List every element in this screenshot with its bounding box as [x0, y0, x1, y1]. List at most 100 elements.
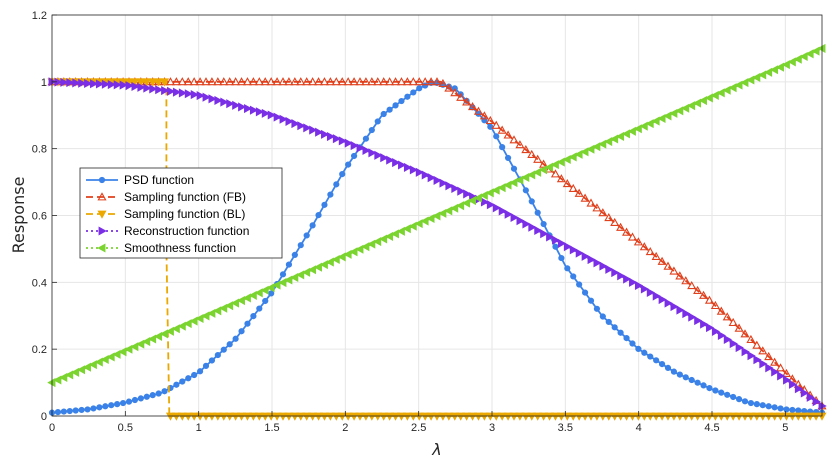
series-point: [788, 379, 798, 389]
series-point: [278, 278, 287, 288]
series-point: [325, 257, 334, 267]
series-point: [497, 183, 506, 193]
series-point: [552, 235, 561, 245]
series-point: [136, 339, 145, 349]
series-point: [812, 397, 821, 407]
legend-swatch-marker: [98, 226, 107, 236]
series-point: [96, 404, 103, 411]
series-point: [599, 261, 608, 271]
x-axis-label: λ: [431, 440, 441, 459]
legend-label: Smoothness function: [124, 241, 236, 255]
series-point: [214, 351, 221, 359]
series-point: [420, 216, 429, 226]
series-point: [581, 251, 590, 261]
series-point: [202, 362, 210, 369]
series-point: [753, 355, 762, 365]
series-point: [753, 401, 760, 408]
x-tick-label: 1.5: [264, 422, 279, 434]
legend-swatch-marker: [97, 210, 107, 219]
series-point: [183, 319, 192, 329]
series-point: [445, 181, 454, 191]
series-point: [368, 126, 375, 134]
series-point: [325, 77, 335, 86]
series-point: [765, 403, 772, 410]
series-point: [284, 77, 294, 86]
series-point: [189, 316, 198, 326]
series-point: [783, 406, 790, 413]
series-point: [775, 62, 784, 72]
series-point: [611, 268, 620, 278]
series-point: [345, 161, 352, 168]
series-point: [343, 249, 352, 259]
series-point: [682, 309, 691, 319]
series-point: [195, 77, 205, 86]
series-point: [616, 222, 626, 231]
series-point: [220, 346, 227, 353]
series-point: [564, 265, 571, 272]
series-point: [101, 79, 111, 89]
series-point: [664, 298, 673, 308]
series-point: [717, 330, 727, 341]
series-point: [161, 388, 168, 395]
series-point: [113, 80, 122, 90]
series-point: [497, 125, 507, 134]
series-point: [137, 395, 144, 402]
series-point: [522, 219, 531, 229]
series-point: [279, 271, 287, 278]
series-point: [255, 107, 265, 117]
series-point: [694, 379, 701, 386]
legend-item: PSD function: [86, 173, 194, 187]
series-point: [349, 77, 359, 86]
series-point: [615, 131, 625, 141]
series-point: [350, 141, 359, 151]
series-point: [291, 251, 298, 258]
series-point: [521, 172, 530, 182]
series-point: [392, 158, 401, 168]
series-point: [301, 267, 311, 277]
series-point: [805, 49, 814, 59]
series-point: [361, 77, 371, 86]
series-point: [191, 371, 198, 379]
series-point: [509, 135, 519, 144]
series-point: [663, 261, 673, 270]
series-point: [396, 77, 406, 86]
series-point: [214, 95, 223, 105]
series-point: [794, 384, 804, 394]
series-point: [248, 77, 258, 86]
series-point: [125, 81, 134, 91]
series-point: [296, 77, 306, 86]
series-point: [185, 375, 192, 382]
series-point: [143, 83, 152, 93]
series-point: [746, 334, 756, 344]
series-point: [84, 406, 91, 413]
series-point: [492, 203, 501, 213]
series-point: [326, 131, 336, 142]
series-point: [362, 145, 371, 155]
series-point: [319, 77, 329, 86]
series-point: [610, 217, 620, 226]
series-point: [374, 118, 381, 125]
series-point: [290, 77, 300, 86]
series-point: [100, 354, 109, 365]
series-point: [331, 77, 341, 86]
series-point: [510, 212, 519, 223]
series-point: [463, 189, 472, 199]
series-point: [374, 150, 383, 160]
series-point: [461, 198, 471, 208]
series-point: [201, 77, 211, 86]
series-point: [528, 198, 535, 205]
series-point: [479, 111, 489, 120]
series-point: [557, 238, 567, 248]
series-point: [208, 94, 217, 104]
series-point: [331, 254, 340, 265]
series-point: [149, 84, 158, 94]
series-point: [633, 237, 643, 246]
series-point: [60, 77, 69, 87]
series-point: [177, 77, 187, 86]
series-point: [669, 108, 678, 118]
series-point: [777, 371, 786, 381]
series-point: [586, 144, 595, 154]
series-point: [534, 209, 541, 216]
series-point: [219, 77, 229, 86]
series-point: [266, 77, 276, 86]
